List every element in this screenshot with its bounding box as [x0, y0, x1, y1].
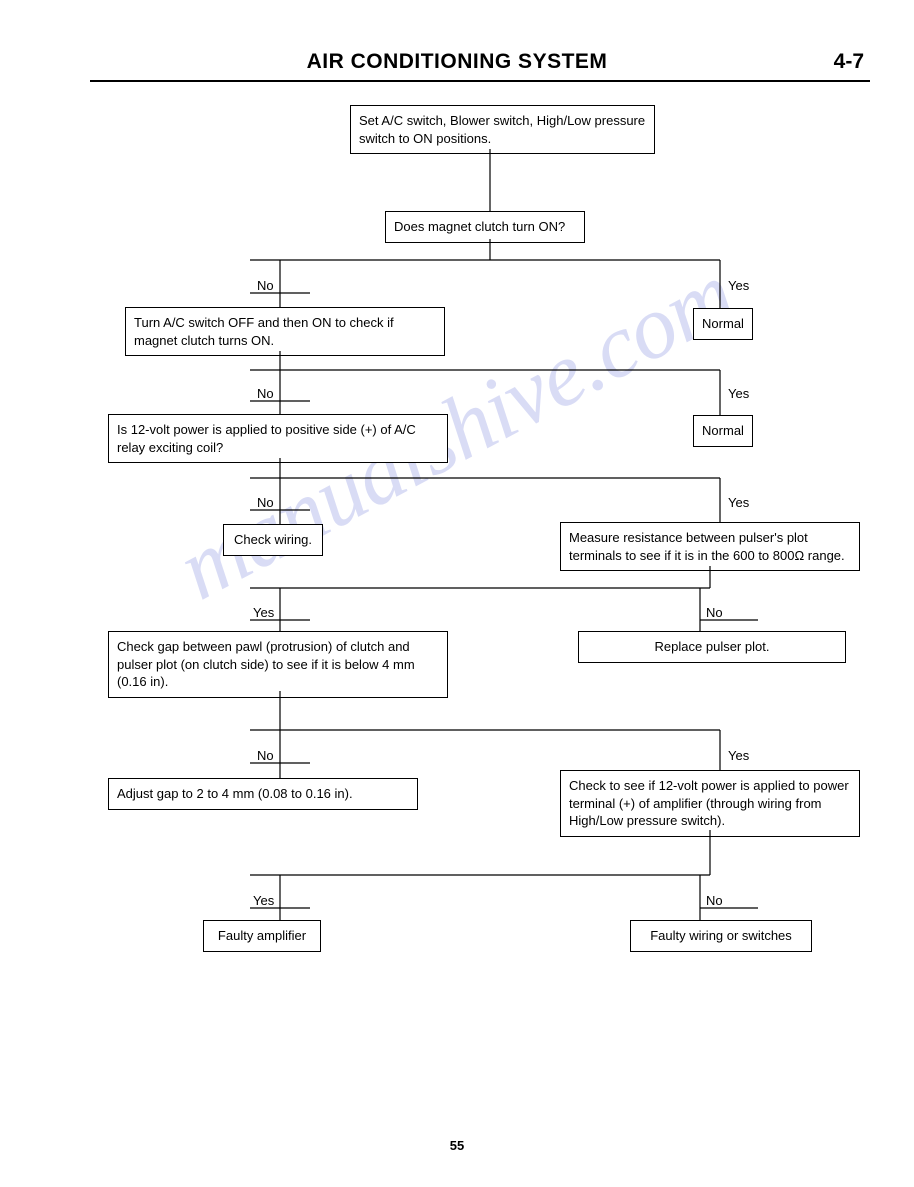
label-yes-3: Yes [728, 495, 749, 510]
label-no-4: No [706, 605, 723, 620]
page-title: AIR CONDITIONING SYSTEM [0, 50, 914, 74]
node-toggle-ac: Turn A/C switch OFF and then ON to check… [125, 307, 445, 356]
node-adjust-gap: Adjust gap to 2 to 4 mm (0.08 to 0.16 in… [108, 778, 418, 810]
label-yes-2: Yes [728, 386, 749, 401]
node-measure-resistance: Measure resistance between pulser's plot… [560, 522, 860, 571]
node-check-12v-amp: Check to see if 12-volt power is applied… [560, 770, 860, 837]
page-number: 4-7 [834, 50, 864, 74]
node-12v-relay-q: Is 12-volt power is applied to positive … [108, 414, 448, 463]
footer-page-number: 55 [0, 1138, 914, 1153]
node-faulty-wiring: Faulty wiring or switches [630, 920, 812, 952]
label-no-2: No [257, 386, 274, 401]
label-no-5: No [257, 748, 274, 763]
label-yes-1: Yes [728, 278, 749, 293]
label-yes-6: Yes [253, 893, 274, 908]
node-faulty-amp: Faulty amplifier [203, 920, 321, 952]
node-normal-2: Normal [693, 415, 753, 447]
node-normal-1: Normal [693, 308, 753, 340]
label-no-6: No [706, 893, 723, 908]
node-check-wiring: Check wiring. [223, 524, 323, 556]
node-magnet-clutch-q: Does magnet clutch turn ON? [385, 211, 585, 243]
node-replace-pulser: Replace pulser plot. [578, 631, 846, 663]
label-yes-5: Yes [728, 748, 749, 763]
label-yes-4: Yes [253, 605, 274, 620]
page-container: manualshive.com AIR CONDITIONING SYSTEM … [0, 0, 914, 1187]
flowchart-lines [0, 0, 914, 1187]
header-rule [90, 80, 870, 82]
label-no-3: No [257, 495, 274, 510]
label-no-1: No [257, 278, 274, 293]
node-check-gap: Check gap between pawl (protrusion) of c… [108, 631, 448, 698]
node-set-switches: Set A/C switch, Blower switch, High/Low … [350, 105, 655, 154]
